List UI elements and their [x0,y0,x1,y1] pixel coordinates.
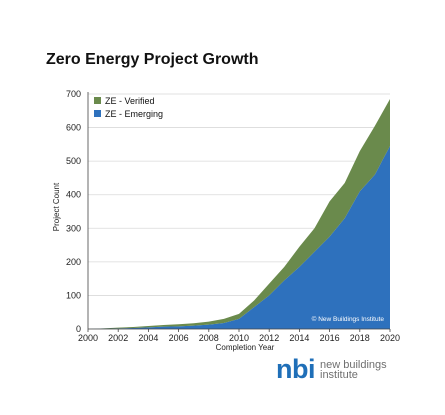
legend-swatch-ze-emerging [94,110,101,117]
y-tick-labels: 0 100 200 300 400 500 600 700 [66,89,81,334]
y-tick-200: 200 [66,257,81,267]
y-tick-500: 500 [66,156,81,166]
x-tick-2012: 2012 [259,333,279,343]
logo-mark: nbi [276,354,316,384]
x-tick-2008: 2008 [199,333,219,343]
y-tick-300: 300 [66,223,81,233]
area-ze-verified [88,99,390,330]
x-axis-label: Completion Year [216,343,275,352]
legend-swatch-ze-verified [94,97,101,104]
logo-wordmark: new buildings institute [320,358,387,381]
x-tick-2014: 2014 [289,333,309,343]
logo-line-2: institute [320,368,358,381]
legend: ZE - Verified ZE - Emerging [94,96,163,119]
x-tick-2006: 2006 [169,333,189,343]
chart-title: Zero Energy Project Growth [46,51,259,68]
y-tick-700: 700 [66,89,81,99]
copyright-annotation: © New Buildings Institute [312,315,385,323]
area-ze-emerging [88,146,390,329]
x-tick-2010: 2010 [229,333,249,343]
x-tick-2016: 2016 [320,333,340,343]
nbi-logo: nbi new buildings institute [276,356,387,383]
x-tick-2002: 2002 [108,333,128,343]
y-tick-600: 600 [66,123,81,133]
legend-label-ze-verified: ZE - Verified [105,96,155,106]
area-series [88,99,390,330]
y-tick-100: 100 [66,290,81,300]
x-tick-2018: 2018 [350,333,370,343]
y-tick-400: 400 [66,190,81,200]
x-tick-2000: 2000 [78,333,98,343]
y-axis-label: Project Count [52,182,61,231]
x-tick-labels: 2000 2002 2004 2006 2008 2010 2012 2014 2016 2018… [78,333,400,343]
legend-label-ze-emerging: ZE - Emerging [105,109,163,119]
x-tick-2004: 2004 [138,333,158,343]
logo-line-1: new buildings [320,358,387,371]
y-tick-0: 0 [76,324,81,334]
x-tick-2020: 2020 [380,333,400,343]
axes [87,92,391,332]
